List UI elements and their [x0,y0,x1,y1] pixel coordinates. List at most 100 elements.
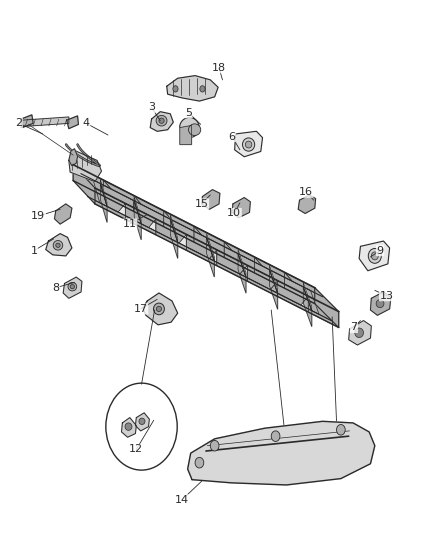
Ellipse shape [371,252,378,260]
Polygon shape [21,119,22,127]
Polygon shape [22,117,69,126]
Polygon shape [238,249,246,277]
Polygon shape [88,188,125,212]
Polygon shape [95,188,125,220]
Ellipse shape [68,282,77,291]
Text: 10: 10 [227,208,241,219]
Text: 17: 17 [134,304,148,314]
Ellipse shape [243,138,254,151]
Polygon shape [179,235,217,259]
Polygon shape [134,196,172,220]
Polygon shape [269,270,278,309]
Circle shape [200,86,205,92]
Polygon shape [371,292,391,316]
Text: 3: 3 [148,102,155,112]
Polygon shape [164,211,202,235]
Polygon shape [170,219,178,259]
Polygon shape [170,215,178,243]
Polygon shape [270,281,308,305]
Polygon shape [207,233,214,261]
Polygon shape [164,211,194,242]
Circle shape [210,440,219,451]
Polygon shape [285,272,322,297]
Polygon shape [186,235,217,266]
Text: 16: 16 [299,187,313,197]
Circle shape [336,424,345,435]
Polygon shape [134,196,164,227]
Ellipse shape [139,418,145,424]
Circle shape [195,457,204,468]
Polygon shape [194,226,224,257]
Ellipse shape [125,423,132,430]
Polygon shape [46,233,72,256]
Polygon shape [134,201,141,240]
Polygon shape [254,257,285,288]
Polygon shape [315,288,339,327]
Text: 1: 1 [31,246,38,256]
Polygon shape [285,272,315,304]
Polygon shape [224,241,254,273]
Text: 2: 2 [15,118,22,128]
Polygon shape [269,265,278,293]
Polygon shape [100,179,107,206]
Ellipse shape [153,303,164,315]
Polygon shape [194,226,232,251]
Polygon shape [207,238,214,277]
Polygon shape [278,281,308,312]
Polygon shape [187,421,375,485]
Ellipse shape [156,115,167,126]
Polygon shape [73,165,111,189]
Polygon shape [100,183,107,222]
Ellipse shape [376,300,384,308]
Polygon shape [63,277,82,298]
Text: 9: 9 [377,246,384,256]
Text: 15: 15 [194,199,208,209]
Polygon shape [209,250,247,274]
Polygon shape [217,250,247,281]
Ellipse shape [56,243,60,247]
Polygon shape [167,76,218,101]
Circle shape [271,431,280,441]
Text: 18: 18 [212,63,226,72]
Polygon shape [238,254,246,293]
Polygon shape [93,180,319,314]
Polygon shape [73,165,95,204]
Polygon shape [235,131,262,157]
Polygon shape [240,265,278,289]
Ellipse shape [188,124,201,135]
Text: 7: 7 [350,322,357,333]
Polygon shape [247,265,278,296]
Ellipse shape [70,285,74,289]
Text: 11: 11 [123,219,137,229]
Polygon shape [232,198,251,217]
Polygon shape [54,204,72,224]
Ellipse shape [180,117,199,138]
Text: 14: 14 [175,495,189,505]
Polygon shape [150,112,173,131]
Polygon shape [254,257,293,281]
Ellipse shape [245,141,252,148]
Polygon shape [118,204,156,228]
Text: 6: 6 [229,132,236,142]
Text: 8: 8 [52,282,60,293]
Polygon shape [125,204,156,235]
Polygon shape [180,125,191,144]
Polygon shape [303,287,312,327]
Polygon shape [148,219,186,243]
Polygon shape [201,190,220,209]
Polygon shape [69,150,102,182]
Polygon shape [224,241,262,266]
Polygon shape [21,115,33,127]
Text: 5: 5 [185,108,192,118]
Polygon shape [349,320,371,345]
Polygon shape [69,149,78,166]
Text: 19: 19 [32,211,46,221]
Ellipse shape [53,240,63,250]
Polygon shape [143,293,178,325]
Text: 4: 4 [83,118,90,128]
Polygon shape [134,197,141,224]
Ellipse shape [368,248,381,263]
Ellipse shape [156,306,162,312]
Polygon shape [359,241,390,271]
Polygon shape [135,413,149,431]
